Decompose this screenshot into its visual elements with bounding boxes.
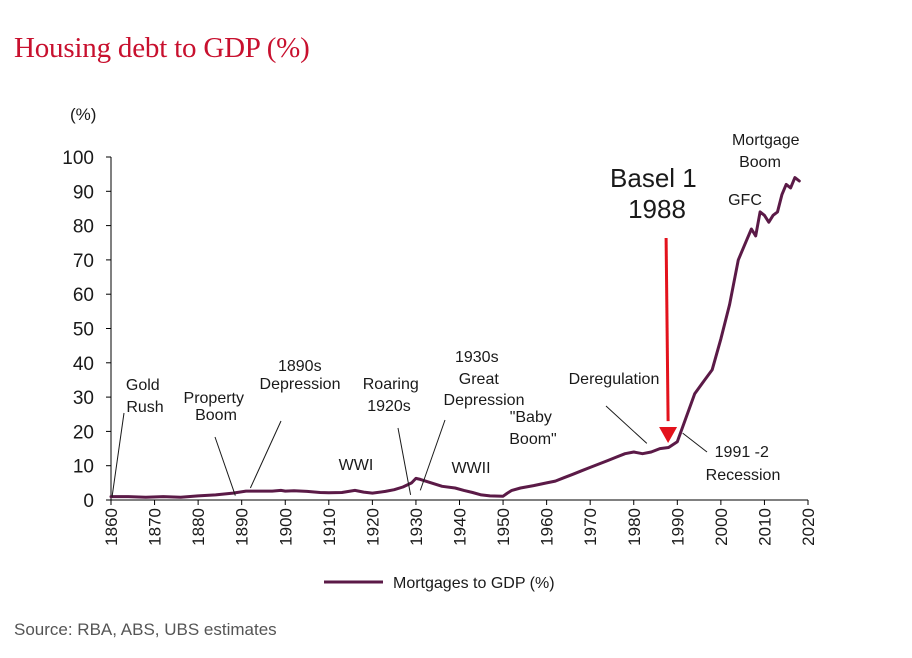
annotation-wwii: WWII	[451, 460, 490, 477]
annotation-recession-1991: 1991 -2 Recession	[706, 444, 781, 484]
annotation-property-boom: Property Boom	[184, 390, 249, 424]
annotation-baby-boom: "Baby Boom"	[509, 409, 556, 448]
y-tick-label: 80	[73, 217, 94, 238]
legend-label: Mortgages to GDP (%)	[393, 575, 555, 592]
y-tick-label: 20	[73, 422, 94, 443]
annotation-1890s-depression-line1: 1890s	[278, 358, 322, 375]
annotation-1890s-depression: 1890s Depression	[260, 358, 341, 393]
annotation-basel-1: Basel 1 1988	[610, 163, 704, 224]
annotation-gold-rush: Gold Rush	[126, 377, 164, 416]
y-tick-label: 50	[73, 320, 94, 341]
annotation-mortgage-boom: Mortgage Boom	[732, 132, 804, 171]
leader-line-property-boom	[214, 436, 236, 496]
y-tick-label: 0	[83, 491, 94, 512]
y-tick-label: 70	[73, 251, 94, 272]
leader-line-gold-rush	[111, 412, 125, 498]
y-tick-label: 30	[73, 388, 94, 409]
annotation-mortgage-boom-line2: Boom	[739, 154, 781, 171]
series-line-0	[109, 176, 801, 499]
annotation-basel-1-line2: 1988	[628, 194, 686, 224]
y-tick-label: 60	[73, 285, 94, 306]
x-tick-label: 1960	[538, 508, 557, 546]
x-tick-label: 1940	[451, 508, 470, 546]
x-tick-label: 2020	[799, 508, 818, 546]
annotation-deregulation: Deregulation	[569, 371, 660, 388]
leader-line-recession-1991	[682, 432, 708, 453]
annotation-gfc: GFC	[728, 192, 762, 209]
y-tick-label: 10	[73, 457, 94, 478]
basel-arrow-head	[659, 427, 678, 444]
x-tick-label: 1950	[494, 508, 513, 546]
x-tick-label: 2000	[712, 508, 731, 546]
x-tick-label: 1880	[189, 508, 208, 546]
annotation-gold-rush-line1: Gold	[126, 377, 160, 394]
x-tick-label: 1890	[233, 508, 252, 546]
annotation-1930s-depression-line1: 1930s	[455, 349, 499, 366]
annotation-property-boom-line2: Boom	[195, 407, 237, 424]
annotation-baby-boom-line1: "Baby	[510, 409, 552, 426]
y-axis-unit-label: (%)	[70, 105, 96, 124]
source-note: Source: RBA, ABS, UBS estimates	[14, 620, 277, 639]
annotation-1890s-depression-line2: Depression	[260, 376, 341, 393]
leader-line-roaring-1920s	[397, 427, 412, 495]
annotation-baby-boom-line2: Boom"	[509, 431, 556, 448]
annotation-1930s-depression-line2: Great	[459, 371, 500, 388]
x-tick-label: 1860	[102, 508, 121, 546]
annotation-1930s-depression: 1930s Great Depression	[444, 349, 525, 409]
axis-layer	[110, 157, 808, 501]
chart-title: Housing debt to GDP (%)	[14, 32, 310, 64]
annotation-wwi: WWI	[339, 457, 374, 474]
y-tick-label: 40	[73, 354, 94, 375]
series-layer	[109, 176, 801, 499]
y-tick-label: 100	[62, 148, 94, 169]
annotation-gold-rush-line2: Rush	[126, 399, 163, 416]
x-tick-label: 1970	[581, 508, 600, 546]
annotation-recession-1991-line1: 1991 -2	[715, 444, 769, 461]
annotation-roaring-1920s: Roaring 1920s	[363, 376, 423, 415]
annotation-property-boom-line1: Property	[184, 390, 244, 407]
x-tick-label: 1930	[407, 508, 426, 546]
tick-layer: 0 10 20 30 40 50 60 70 80 90 100 1860 1870 1880 1890 19…	[62, 148, 818, 546]
leader-line-deregulation	[605, 405, 648, 444]
y-tick-label: 90	[73, 182, 94, 203]
annotation-recession-1991-line2: Recession	[706, 467, 781, 484]
leader-line-1930s-depression	[419, 419, 446, 491]
annotation-1930s-depression-line3: Depression	[444, 392, 525, 409]
x-tick-label: 1910	[320, 508, 339, 546]
leader-line-1890s-depression	[249, 420, 282, 489]
annotation-layer	[111, 237, 708, 498]
x-tick-label: 1870	[146, 508, 165, 546]
annotation-roaring-1920s-line2: 1920s	[367, 398, 411, 415]
annotation-basel-1-line1: Basel 1	[610, 163, 697, 193]
annotation-mortgage-boom-line1: Mortgage	[732, 132, 800, 149]
x-tick-label: 2010	[755, 508, 774, 546]
annotation-roaring-1920s-line1: Roaring	[363, 376, 419, 393]
x-tick-label: 1980	[625, 508, 644, 546]
basel-arrow-shaft	[664, 237, 670, 422]
x-tick-label: 1900	[276, 508, 295, 546]
x-tick-label: 1990	[668, 508, 687, 546]
x-tick-label: 1920	[363, 508, 382, 546]
